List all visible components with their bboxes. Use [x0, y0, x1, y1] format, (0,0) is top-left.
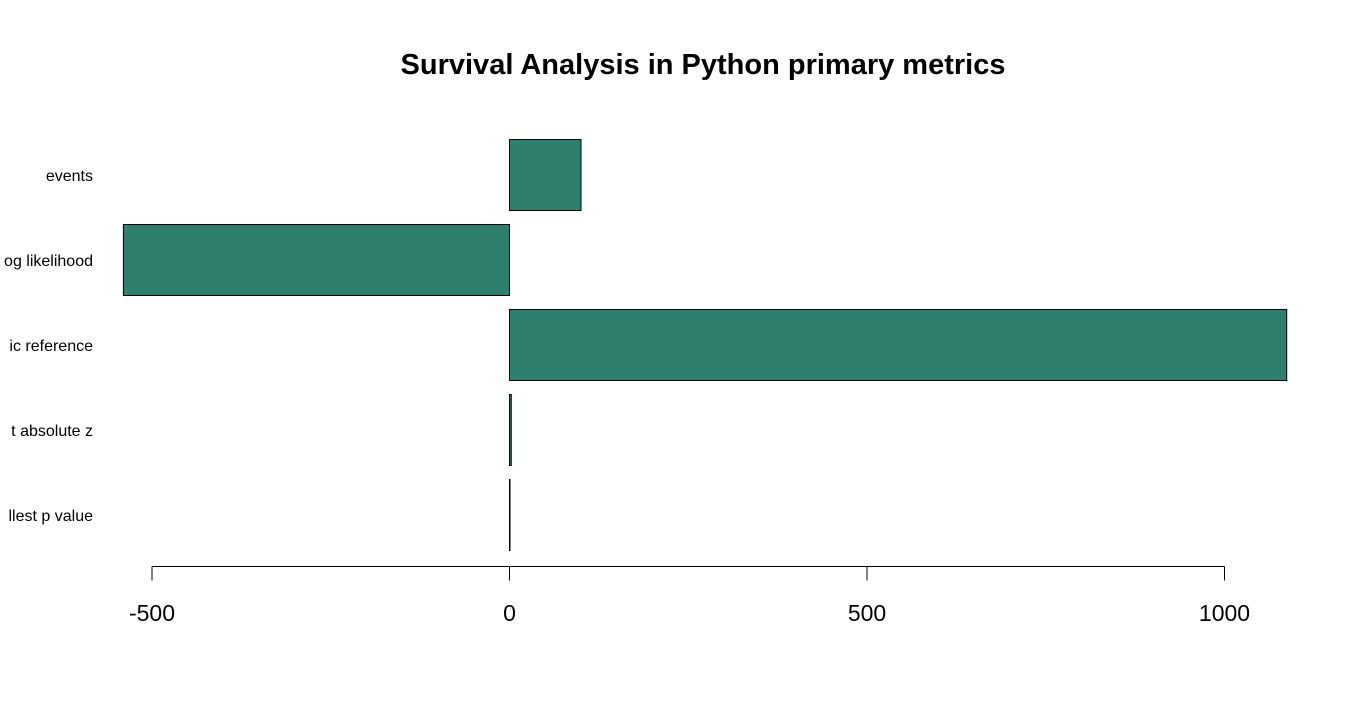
x-tick-label-4: 1000 — [1199, 600, 1250, 626]
x-tick-label-1: -500 — [129, 600, 175, 626]
bar-5 — [509, 479, 511, 551]
category-label-4: t absolute z — [11, 423, 93, 440]
bar-2 — [122, 224, 511, 296]
category-label-5: llest p value — [9, 508, 94, 525]
bars-layer — [122, 139, 1288, 551]
x-axis: -500 0 500 1000 — [129, 566, 1250, 626]
x-tick-label-2: 0 — [503, 600, 516, 626]
category-labels: events og likelihood ic reference t absolut… — [4, 168, 93, 525]
bar-4 — [509, 394, 512, 466]
category-label-1: events — [46, 168, 93, 185]
x-tick-label-3: 500 — [848, 600, 886, 626]
bar-3 — [509, 309, 1288, 381]
category-label-3: ic reference — [9, 338, 93, 355]
bar-1 — [509, 139, 582, 211]
chart-title: Survival Analysis in Python primary metr… — [401, 49, 1006, 81]
category-label-2: og likelihood — [4, 253, 93, 270]
